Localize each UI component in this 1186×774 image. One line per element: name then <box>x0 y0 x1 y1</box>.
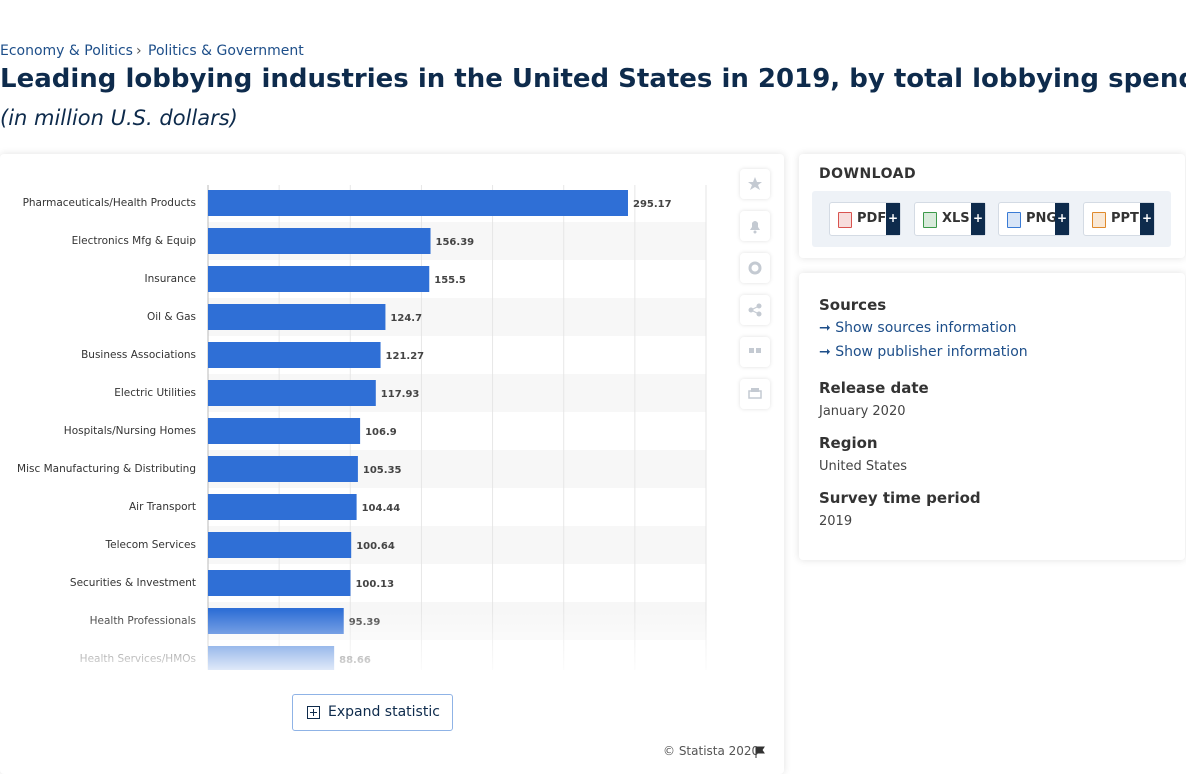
breadcrumb-separator: › <box>136 43 142 59</box>
file-icon <box>1007 212 1021 228</box>
download-card: DOWNLOAD PDF + XLS + PNG + PPT + <box>799 154 1185 258</box>
download-button[interactable]: XLS + <box>914 202 986 236</box>
value-label: 117.93 <box>381 389 420 400</box>
bar <box>208 532 352 558</box>
field-label: Release date <box>819 379 929 397</box>
category-label: Telecom Services <box>104 539 196 551</box>
sources-link[interactable]: ➞ Show sources information <box>819 320 1017 336</box>
publisher-link[interactable]: ➞ Show publisher information <box>819 344 1028 360</box>
download-button[interactable]: PDF + <box>829 202 901 236</box>
field-value: United States <box>819 459 908 474</box>
bar <box>208 418 361 444</box>
value-label: 100.13 <box>355 579 394 590</box>
bar <box>208 342 381 368</box>
link-text[interactable]: Show sources information <box>835 320 1017 336</box>
category-label: Pharmaceuticals/Health Products <box>23 197 196 209</box>
format-label: XLS <box>942 211 970 226</box>
breadcrumb[interactable]: Politics & Government <box>148 43 304 59</box>
bar <box>208 494 357 520</box>
alert-button[interactable] <box>740 211 770 241</box>
value-label: 106.9 <box>365 427 397 438</box>
cite-button[interactable] <box>740 337 770 367</box>
category-label: Hospitals/Nursing Homes <box>64 425 196 437</box>
file-icon <box>1092 212 1106 228</box>
breadcrumb[interactable]: Economy & Politics <box>0 43 133 59</box>
category-label: Oil & Gas <box>147 311 196 323</box>
print-button[interactable] <box>740 379 770 409</box>
field-value: January 2020 <box>819 404 906 419</box>
expand-label: Expand statistic <box>328 704 440 720</box>
bar <box>208 570 351 596</box>
fade-overlay <box>0 610 720 670</box>
bar <box>208 380 376 406</box>
value-label: 100.64 <box>356 541 395 552</box>
chart: Pharmaceuticals/Health Products 295.17 Ele… <box>0 185 720 670</box>
format-label: PDF <box>857 211 887 226</box>
category-label: Misc Manufacturing & Distributing <box>17 463 196 475</box>
download-button[interactable]: PPT + <box>1083 202 1155 236</box>
file-icon <box>838 212 852 228</box>
field-value: 2019 <box>819 514 853 529</box>
category-label: Electric Utilities <box>114 387 196 399</box>
category-label: Business Associations <box>81 349 196 361</box>
category-label: Electronics Mfg & Equip <box>72 235 197 247</box>
download-button[interactable]: PNG + <box>998 202 1070 236</box>
value-label: 104.44 <box>362 503 401 514</box>
value-label: 155.5 <box>434 275 466 286</box>
subtitle: (in million U.S. dollars) <box>0 106 238 130</box>
value-label: 156.39 <box>436 237 475 248</box>
plus-button[interactable]: + <box>1140 203 1154 235</box>
category-label: Securities & Investment <box>70 577 196 589</box>
bar <box>208 456 358 482</box>
category-label: Air Transport <box>129 501 196 513</box>
expand-button[interactable]: Expand statistic <box>292 694 453 731</box>
bar <box>208 228 431 254</box>
link-text[interactable]: Show publisher information <box>835 344 1028 360</box>
flag-icon[interactable] <box>754 746 766 758</box>
field-label: Survey time period <box>819 489 981 507</box>
share-button[interactable] <box>740 295 770 325</box>
page-title: Leading lobbying industries in the Unite… <box>0 64 1186 94</box>
value-label: 124.7 <box>390 313 422 324</box>
favorite-button[interactable] <box>740 169 770 199</box>
plus-button[interactable]: + <box>1055 203 1069 235</box>
value-label: 105.35 <box>363 465 402 476</box>
bar <box>208 190 628 216</box>
plus-button[interactable]: + <box>971 203 985 235</box>
bar <box>208 304 386 330</box>
value-label: 295.17 <box>633 199 672 210</box>
copyright: © Statista 2020 <box>663 744 760 758</box>
category-label: Insurance <box>144 273 196 285</box>
sources-heading: Sources <box>819 296 887 314</box>
field-label: Region <box>819 434 878 452</box>
value-label: 121.27 <box>386 351 425 362</box>
format-label: PPT <box>1111 211 1139 226</box>
download-heading: DOWNLOAD <box>819 166 917 182</box>
format-label: PNG <box>1026 211 1058 226</box>
file-icon <box>923 212 937 228</box>
plus-button[interactable]: + <box>886 203 900 235</box>
bar <box>208 266 430 292</box>
details-card: Sources ➞ Show sources information ➞ Sho… <box>799 273 1185 560</box>
settings-button[interactable] <box>740 253 770 283</box>
